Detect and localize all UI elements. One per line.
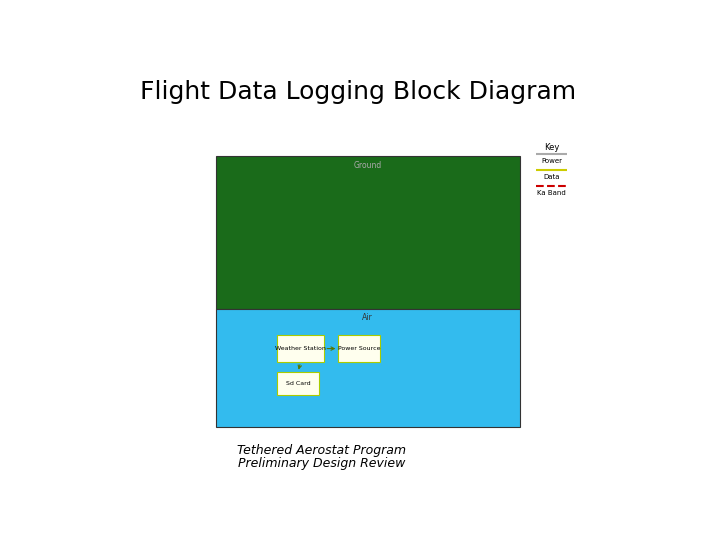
Text: Power Source: Power Source [338,346,380,351]
Text: Tethered Aerostat Program: Tethered Aerostat Program [237,444,406,457]
Bar [338,335,380,362]
Text: Key: Key [544,143,559,152]
Text: Ground: Ground [354,161,382,170]
Text: Preliminary Design Review: Preliminary Design Review [238,457,405,470]
Text: Sd Card: Sd Card [286,381,310,387]
Bar [215,309,520,427]
Text: Power: Power [541,158,562,164]
Bar [277,373,319,395]
Text: Air: Air [362,313,373,322]
Bar [215,156,520,309]
Text: Data: Data [544,174,560,180]
Text: Ka Band: Ka Band [537,190,566,196]
Text: Weather Station: Weather Station [275,346,326,351]
Bar [277,335,324,362]
Text: Flight Data Logging Block Diagram: Flight Data Logging Block Diagram [140,80,576,104]
